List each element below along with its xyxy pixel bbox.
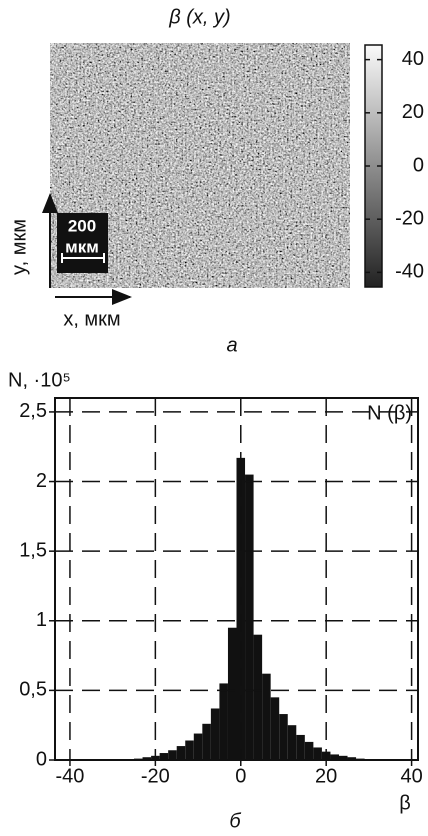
plot-frame — [54, 397, 419, 761]
bar — [262, 673, 271, 760]
annotation: N (β) — [367, 402, 412, 424]
colorbar-label: -20 — [395, 207, 424, 229]
bar — [270, 697, 280, 760]
bar — [245, 474, 254, 760]
bar — [253, 634, 263, 760]
scale-bar — [61, 253, 105, 263]
map-y-label: y, мкм — [8, 219, 30, 275]
bar — [338, 755, 348, 760]
bar — [193, 733, 203, 760]
scale-box — [57, 213, 108, 273]
bar — [296, 734, 305, 760]
bar — [347, 757, 357, 760]
bar — [210, 708, 220, 760]
colorbar-label: 20 — [402, 101, 424, 123]
bar — [227, 627, 237, 760]
hist-y-label: N, ·10⁵ — [8, 369, 71, 391]
map-title: β (x, y) — [168, 6, 230, 28]
colorbar-label: 40 — [402, 48, 424, 70]
x-tick-label: 20 — [315, 765, 337, 787]
bar — [202, 723, 211, 760]
bar — [142, 757, 152, 760]
panel-label: б — [229, 810, 241, 832]
y-tick-label: 2,5 — [19, 400, 47, 422]
colorbar-label: -40 — [395, 261, 424, 283]
x-tick-label: -20 — [141, 765, 170, 787]
bar — [279, 714, 288, 760]
x-tick-label: 0 — [235, 765, 246, 787]
x-tick-label: -40 — [55, 765, 84, 787]
map-x-label: x, мкм — [63, 308, 120, 330]
bar — [219, 683, 228, 760]
scale-label: мкм — [65, 237, 99, 256]
colorbar-label: 0 — [413, 154, 424, 176]
bar — [287, 725, 297, 760]
x-tick-label: 40 — [400, 765, 422, 787]
y-tick-label: 2 — [36, 470, 47, 492]
y-tick-label: 1 — [36, 609, 47, 631]
panel-label: а — [226, 334, 237, 356]
bar — [313, 747, 322, 760]
bar — [176, 746, 186, 760]
y-tick-label: 0 — [36, 748, 47, 770]
y-tick-label: 1,5 — [19, 539, 47, 561]
hist-x-label: β — [399, 792, 411, 814]
bar — [330, 754, 339, 760]
y-tick-label: 0,5 — [19, 679, 47, 701]
bar — [185, 740, 194, 760]
scale-label: 200 — [68, 216, 96, 235]
bar — [236, 457, 246, 760]
bar — [168, 750, 177, 760]
bar — [159, 753, 169, 760]
bar — [304, 741, 314, 760]
